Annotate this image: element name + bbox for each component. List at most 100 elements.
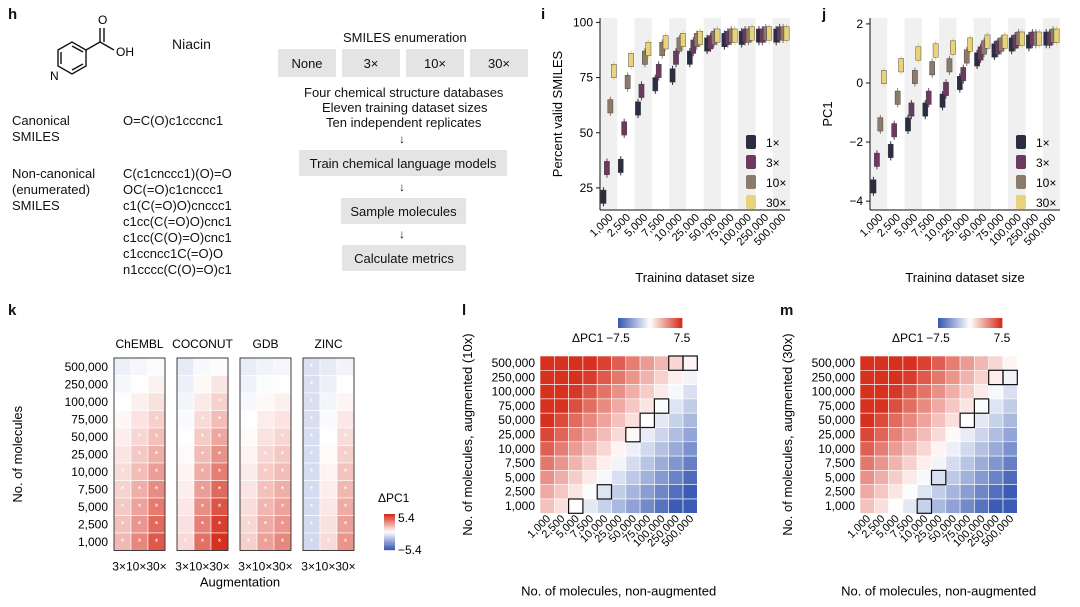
- legend-gradient-step: [998, 318, 1001, 328]
- legend-gradient-step: [384, 541, 395, 543]
- heatmap-cell: [945, 355, 961, 371]
- heatmap-cell: [945, 427, 961, 443]
- heatmap-cell: [654, 384, 669, 400]
- box-3×: [943, 81, 949, 96]
- heatmap-cell: [916, 441, 932, 457]
- legend-gradient-step: [954, 318, 956, 328]
- step-metrics: Calculate metrics: [342, 245, 466, 271]
- legend-label: 30×: [1036, 196, 1056, 210]
- heatmap-cell: [874, 470, 889, 485]
- legend-gradient-step: [963, 318, 966, 328]
- legend-gradient-step: [1000, 318, 1003, 328]
- heatmap-cell: [639, 484, 655, 500]
- arrow-down-icon: ↓: [399, 132, 405, 146]
- heatmap-cell: [668, 427, 684, 443]
- heatmap-cell: [582, 498, 598, 514]
- enum-smiles-5: c1cc(C(O)=O)cnc1: [123, 230, 232, 245]
- x-axis-label: Augmentation: [200, 575, 280, 590]
- heatmap-cell: [874, 455, 889, 471]
- y-axis-label: No. of molecules, augmented (30x): [780, 333, 795, 535]
- legend-gradient-step: [960, 318, 963, 328]
- legend-gradient-step: [970, 318, 972, 328]
- highlight-box: [596, 484, 613, 500]
- legend-gradient-step: [955, 318, 958, 328]
- heatmap-cell: [668, 470, 684, 485]
- heatmap-cell: [945, 441, 961, 457]
- legend-gradient-step: [957, 318, 960, 328]
- heatmap-cell: [625, 398, 641, 414]
- significance-star: *: [310, 520, 314, 530]
- box-30×: [680, 33, 686, 47]
- heatmap-cell: [988, 412, 1004, 428]
- heatmap-cell: [319, 445, 338, 464]
- heatmap-cell: [668, 455, 684, 471]
- heatmap-cell: [874, 398, 889, 414]
- highlight-box: [959, 412, 976, 429]
- legend-gradient-step: [656, 318, 659, 328]
- legend-gradient-step: [987, 318, 990, 328]
- augmentation-tick-label: 3×10×30×: [112, 560, 166, 574]
- heatmap-cell: [668, 441, 684, 457]
- significance-star: *: [138, 432, 142, 442]
- heatmap-cell: [539, 412, 555, 428]
- heatmap-cell: [859, 455, 875, 471]
- legend-gradient-step: [654, 318, 657, 328]
- heatmap-cell: [874, 355, 889, 371]
- panel-j-label: j: [822, 6, 827, 23]
- box-30×: [611, 64, 617, 78]
- heatmap-cell: [319, 497, 338, 516]
- heatmap-cell: [654, 441, 669, 457]
- heatmap-cell: [611, 384, 627, 400]
- legend-gradient-step: [621, 318, 624, 328]
- heatmap-cell: [974, 441, 989, 457]
- heatmap-cell: [902, 412, 918, 428]
- heatmap-cell: [988, 355, 1004, 371]
- heatmap-cell: [916, 455, 932, 471]
- heatmap-cell: [1002, 498, 1018, 514]
- significance-star: *: [201, 450, 205, 460]
- heatmap-cell: [319, 375, 338, 394]
- legend-gradient-step: [981, 318, 984, 328]
- significance-star: *: [344, 485, 348, 495]
- significance-star: *: [138, 450, 142, 460]
- significance-star: *: [310, 362, 314, 372]
- legend-max: 5.4: [398, 511, 415, 525]
- heatmap-cell: [959, 398, 975, 414]
- box-10×: [624, 75, 631, 89]
- significance-star: *: [310, 397, 314, 407]
- arrow-down-icon: ↓: [399, 227, 405, 241]
- box-1×: [939, 93, 946, 108]
- legend-gradient-step: [642, 318, 644, 328]
- heatmap-cell: [273, 410, 292, 429]
- box-1×: [652, 77, 659, 92]
- heatmap-cell: [113, 392, 132, 411]
- heatmap-cell: [611, 355, 627, 371]
- significance-star: *: [281, 450, 285, 460]
- legend-gradient-step: [638, 318, 641, 328]
- heatmap-row-label: 500,000: [812, 356, 856, 370]
- heatmap-cell: [931, 455, 947, 471]
- molecule-name: Niacin: [172, 36, 211, 52]
- enum-smiles-6: c1ccncc1C(=O)O: [123, 246, 224, 261]
- heatmap-cell: [193, 375, 212, 394]
- heatmap-cell: [639, 398, 655, 414]
- heatmap-cell: [888, 470, 904, 485]
- legend-gradient-step: [946, 318, 948, 328]
- box-1×: [922, 102, 929, 117]
- heatmap-cell: [539, 355, 555, 371]
- legend-gradient-step: [947, 318, 950, 328]
- band-stripe: [634, 18, 652, 210]
- heatmap-row-label: 10,000: [71, 465, 108, 479]
- heatmap-cell: [874, 384, 889, 400]
- significance-star: *: [264, 467, 268, 477]
- significance-star: *: [344, 432, 348, 442]
- heatmap-cell: [568, 398, 584, 414]
- heatmap-cell: [256, 375, 275, 394]
- heatmap-cell: [319, 357, 338, 376]
- legend-label: 1×: [1036, 136, 1050, 150]
- significance-star: *: [344, 520, 348, 530]
- heatmap-row-label: 50,000: [71, 430, 108, 444]
- heatmap-cell: [639, 427, 655, 443]
- heatmap-row-label: 100,000: [812, 385, 856, 399]
- heatmap-row-label: 250,000: [812, 370, 856, 384]
